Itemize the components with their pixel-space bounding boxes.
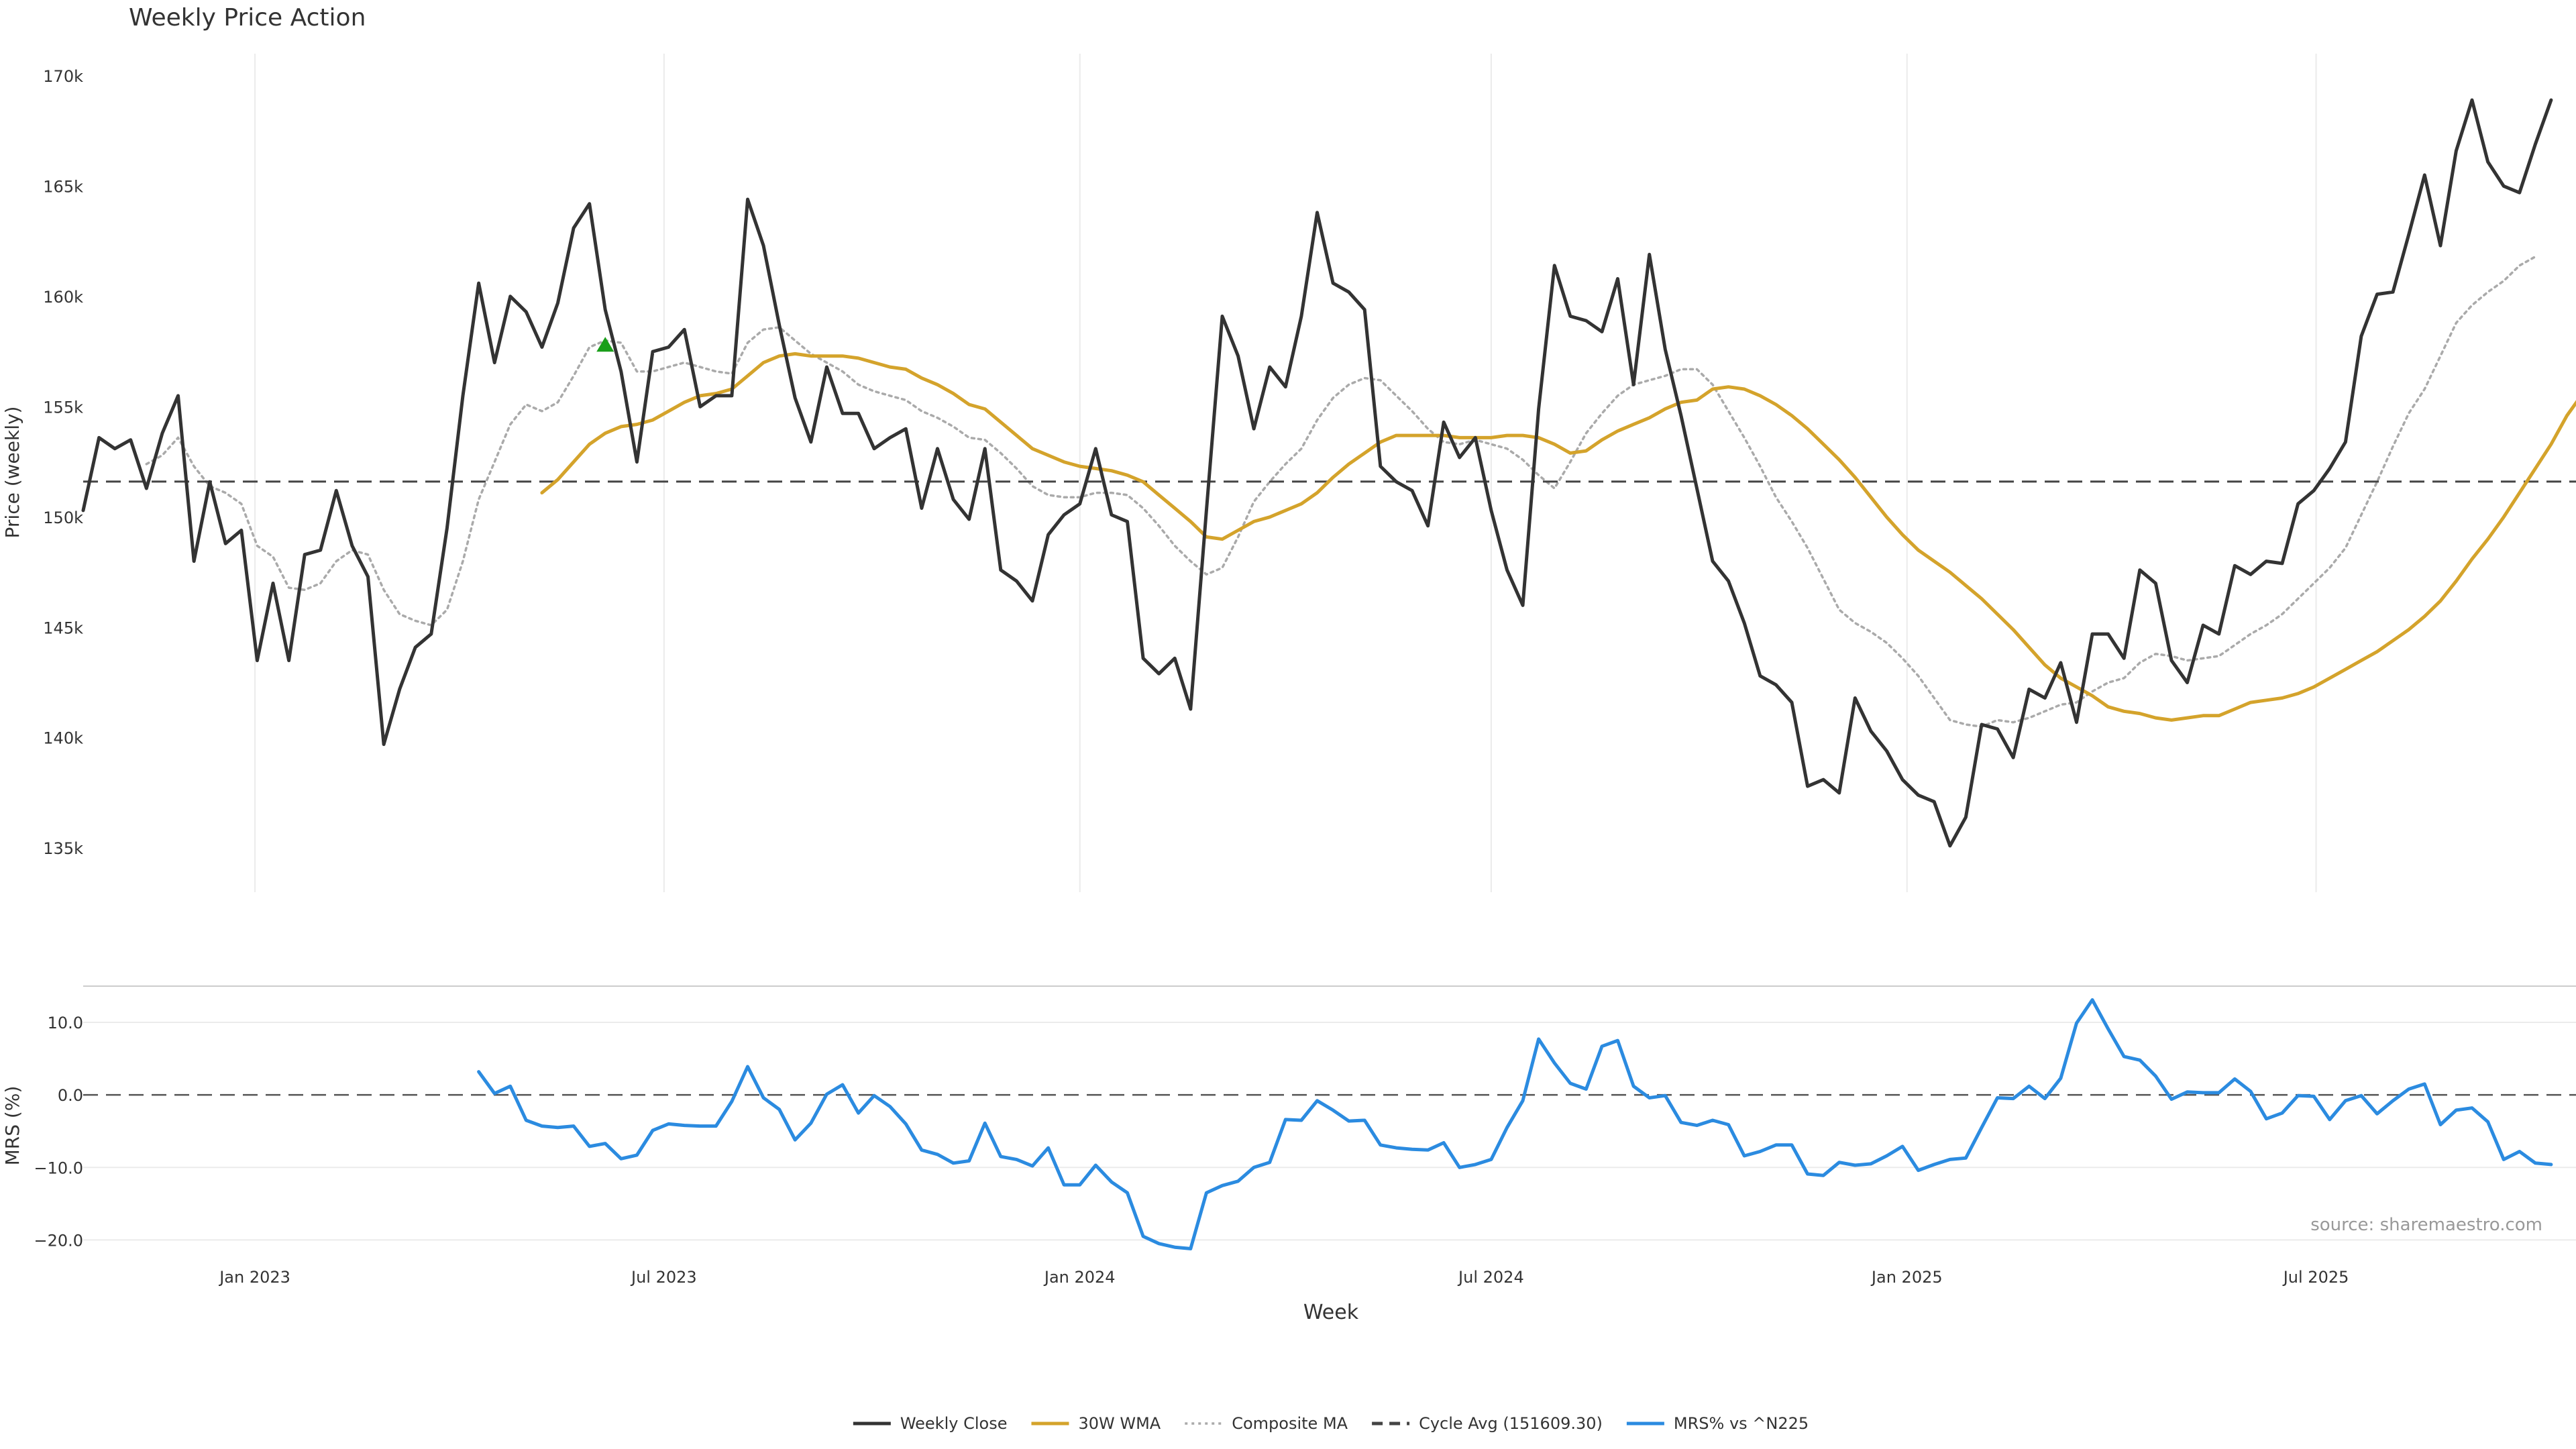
signal-marker-triangle bbox=[596, 337, 614, 352]
mrs-y-tick-label: −10.0 bbox=[34, 1159, 83, 1177]
x-tick-label: Jul 2024 bbox=[1457, 1268, 1524, 1287]
legend-item-composite-ma: Composite MA bbox=[1185, 1414, 1348, 1433]
legend-item-30w-wma: 30W WMA bbox=[1031, 1414, 1161, 1433]
mrs-y-tick-label: 10.0 bbox=[48, 1014, 83, 1032]
mrs-y-tick-label: 0.0 bbox=[58, 1086, 83, 1105]
mrs-y-axis-label: MRS (%) bbox=[1, 1086, 23, 1166]
legend-item-weekly-close: Weekly Close bbox=[853, 1414, 1008, 1433]
price-y-tick-label: 160k bbox=[43, 288, 83, 307]
mrs-y-axis: −20.0 −10.0 0.0 10.0 bbox=[34, 1014, 83, 1250]
series-mrs-vs-n225 bbox=[477, 998, 2553, 1250]
source-note: source: sharemaestro.com bbox=[2310, 1215, 2542, 1235]
x-tick-label: Jan 2023 bbox=[218, 1268, 290, 1287]
price-y-axis-label: Price (weekly) bbox=[1, 407, 23, 539]
price-y-tick-label: 170k bbox=[43, 67, 83, 86]
legend-item-mrs-vs-n225: MRS% vs ^N225 bbox=[1626, 1414, 1809, 1433]
series-weekly-close bbox=[81, 98, 2553, 848]
series-30w-wma bbox=[540, 352, 2576, 722]
x-tick-label: Jan 2025 bbox=[1870, 1268, 1943, 1287]
price-y-tick-label: 155k bbox=[43, 398, 83, 417]
legend-label: MRS% vs ^N225 bbox=[1674, 1414, 1809, 1433]
legend: Weekly Close 30W WMA Composite MA Cycle Avg… bbox=[853, 1414, 1809, 1433]
mrs-y-tick-label: −20.0 bbox=[34, 1231, 83, 1250]
price-y-tick-label: 140k bbox=[43, 729, 83, 748]
x-tick-label: Jul 2025 bbox=[2282, 1268, 2349, 1287]
series-composite-ma bbox=[145, 255, 2537, 729]
legend-label: 30W WMA bbox=[1078, 1414, 1161, 1433]
price-y-axis: 135k 140k 145k 150k 155k 160k 165k 170k bbox=[43, 67, 83, 858]
x-axis: Jan 2023 Jul 2023 Jan 2024 Jul 2024 Jan 2025… bbox=[218, 1268, 2349, 1287]
mrs-panel-series bbox=[477, 998, 2553, 1250]
x-tick-label: Jan 2024 bbox=[1043, 1268, 1116, 1287]
x-axis-label: Week bbox=[1303, 1301, 1359, 1324]
price-panel-grid bbox=[254, 54, 2317, 892]
legend-label: Weekly Close bbox=[900, 1414, 1008, 1433]
price-panel-series bbox=[81, 98, 2576, 848]
x-tick-label: Jul 2023 bbox=[630, 1268, 697, 1287]
legend-item-cycle-avg-151609-30: Cycle Avg (151609.30) bbox=[1372, 1414, 1603, 1433]
legend-label: Cycle Avg (151609.30) bbox=[1419, 1414, 1603, 1433]
chart-title: Weekly Price Action bbox=[129, 4, 366, 32]
price-y-tick-label: 145k bbox=[43, 619, 83, 637]
legend-label: Composite MA bbox=[1232, 1414, 1348, 1433]
price-y-tick-label: 165k bbox=[43, 177, 83, 196]
mrs-panel-grid bbox=[83, 1022, 2576, 1241]
price-y-tick-label: 135k bbox=[43, 839, 83, 858]
price-y-tick-label: 150k bbox=[43, 508, 83, 527]
